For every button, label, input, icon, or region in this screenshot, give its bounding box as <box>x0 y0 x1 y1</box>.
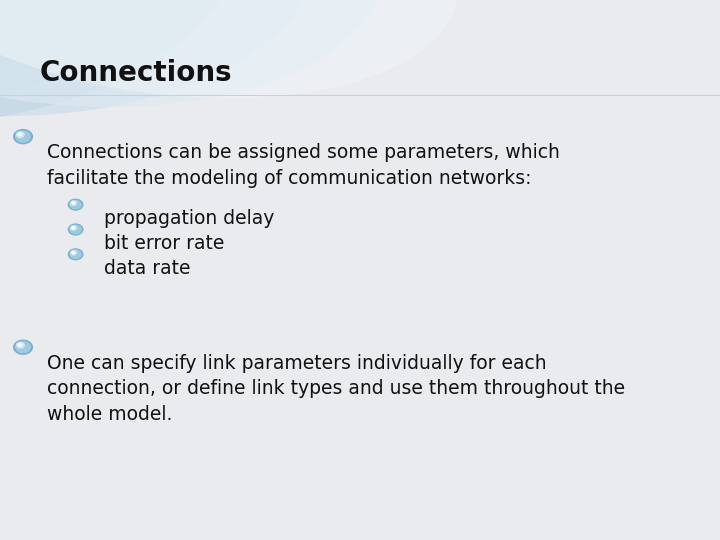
Circle shape <box>17 132 24 138</box>
Ellipse shape <box>0 0 459 98</box>
Circle shape <box>72 252 75 254</box>
Circle shape <box>72 202 75 204</box>
Circle shape <box>18 343 22 346</box>
Circle shape <box>70 225 81 234</box>
Circle shape <box>68 224 83 235</box>
Text: Connections can be assigned some parameters, which
facilitate the modeling of co: Connections can be assigned some paramet… <box>47 143 559 188</box>
Circle shape <box>18 133 22 136</box>
Text: propagation delay: propagation delay <box>104 209 275 228</box>
Circle shape <box>72 227 75 229</box>
Circle shape <box>71 201 76 205</box>
Text: Connections: Connections <box>40 59 233 87</box>
Circle shape <box>14 340 32 354</box>
Circle shape <box>17 342 24 348</box>
Text: data rate: data rate <box>104 259 191 278</box>
Circle shape <box>68 249 83 260</box>
Text: bit error rate: bit error rate <box>104 234 225 253</box>
Circle shape <box>70 200 81 209</box>
Circle shape <box>16 131 30 142</box>
Circle shape <box>70 250 81 259</box>
Ellipse shape <box>0 0 385 107</box>
Ellipse shape <box>0 0 193 125</box>
Circle shape <box>14 130 32 144</box>
Ellipse shape <box>0 0 247 126</box>
Circle shape <box>71 251 76 255</box>
Circle shape <box>71 226 76 230</box>
Ellipse shape <box>0 0 321 116</box>
Text: One can specify link parameters individually for each
connection, or define link: One can specify link parameters individu… <box>47 354 625 424</box>
Circle shape <box>16 342 30 353</box>
Circle shape <box>68 199 83 210</box>
